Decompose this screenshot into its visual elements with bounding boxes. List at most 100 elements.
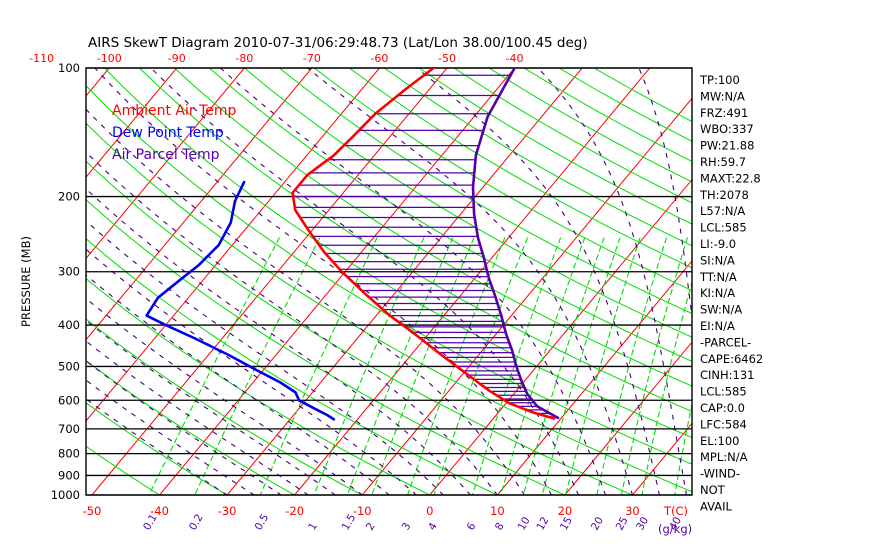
moist-adiabat-line [86,220,444,495]
stat-line-25: -WIND- [700,467,740,481]
mixing-ratio-tick-label: 10 [516,515,533,533]
isotherm-line [361,97,692,495]
mixing-ratio-line [500,237,586,495]
pressure-tick-label: 400 [58,318,80,332]
legend-item-2: Dew Point Temp [112,125,224,141]
mixing-ratio-tick-label: 30 [634,515,651,533]
dry-adiabat-line [86,84,692,465]
mixing-ratio-axis-label: (g/kg) [658,522,692,536]
mixing-ratio-tick-label: 3 [400,521,414,533]
stat-line-3: FRZ:491 [700,106,748,120]
stat-line-26: NOT [700,483,726,497]
mixing-ratio-tick-label: 1 [306,521,320,533]
isotherm-line [86,68,313,341]
top-temp-tick-label: -110 [29,52,54,65]
isotherm-line [91,68,448,495]
mixing-ratio-line [346,237,454,495]
mixing-ratio-line [541,237,621,495]
parcel-temp-curve [471,68,560,420]
dry-adiabat-line [86,402,228,495]
top-temp-tick-label: -60 [370,52,388,65]
mixing-ratio-line [371,237,475,495]
moist-adiabat-line [537,68,688,495]
stat-line-7: MAXT:22.8 [700,171,761,185]
dry-adiabat-line [138,68,692,413]
moist-adiabat-line [86,319,336,495]
mixing-ratio-line [407,237,506,495]
stat-line-23: EL:100 [700,434,740,448]
moist-adiabat-line [86,340,309,495]
mixing-ratio-tick-label: 40 [667,515,684,533]
stat-line-12: SI:N/A [700,253,735,267]
mixing-ratio-line [433,237,528,495]
pressure-tick-label: 1000 [51,488,80,502]
stat-line-19: CINH:131 [700,368,755,382]
isotherm-line [159,68,515,495]
mixing-ratio-tick-label: 15 [558,515,575,533]
dry-adiabat-line [383,68,692,247]
mixing-ratio-tick-label: 6 [465,520,479,532]
bottom-temp-tick-label: 10 [490,504,505,518]
top-temp-tick-label: -80 [235,52,253,65]
moist-adiabat-line [86,379,255,495]
moist-adiabat-line [86,248,417,495]
dry-adiabat-line [86,238,498,495]
dewpoint-curve [145,180,336,421]
top-temp-tick-label: -50 [438,52,456,65]
stat-line-8: TH:2078 [699,188,749,202]
dry-adiabat-line [173,68,692,387]
dry-adiabat-line [86,277,431,495]
mixing-ratio-line [471,237,562,495]
stat-line-6: RH:59.7 [700,155,746,169]
plot-frame [85,67,693,496]
stat-line-21: CAP:0.0 [700,401,745,415]
top-temp-tick-label: -100 [97,52,122,65]
stat-line-10: LCL:585 [700,221,747,235]
cape-hatching [293,74,556,418]
mixing-ratio-tick-label: 12 [534,515,551,533]
moist-adiabat-line [86,398,228,495]
stat-line-9: L57:N/A [700,204,745,218]
dry-adiabat-line [348,68,692,269]
mixing-ratio-line [313,237,425,495]
stat-line-15: SW:N/A [700,303,742,317]
dry-adiabat-line [86,359,296,495]
legend-item-3: Air Parcel Temp [112,147,220,163]
ambient-temp-curve [291,68,556,420]
dry-adiabat-line [243,68,692,338]
pressure-tick-label: 600 [58,393,80,407]
dry-adiabat-line [208,68,692,362]
pressure-tick-label: 900 [58,468,80,482]
pressure-tick-label: 100 [58,61,80,75]
isotherm-line [429,178,692,495]
moist-adiabat-line [416,68,661,495]
isotherm-line [294,68,651,495]
stat-line-17: -PARCEL- [700,335,751,349]
top-temp-tick-label: -40 [506,52,524,65]
grid-group [86,68,692,495]
mixing-ratio-tick-label: 8 [493,521,507,533]
mixing-ratio-tick-label: 0.2 [187,512,206,532]
bottom-temp-tick-label: -40 [150,504,169,518]
legend-item-1: Ambient Air Temp [112,103,237,119]
pressure-tick-label: 300 [58,265,80,279]
dry-adiabat-line [86,318,363,495]
pressure-tick-label: 700 [58,422,80,436]
pressure-axis-label: PRESSURE (MB) [19,236,33,327]
top-temp-tick-label: -90 [168,52,186,65]
stat-line-27: AVAIL [700,499,733,513]
moist-adiabat-line [150,68,579,495]
moist-adiabat-line [86,151,498,495]
stat-line-24: MPL:N/A [700,450,748,464]
stat-line-20: LCL:585 [700,385,747,399]
pressure-tick-label: 200 [58,190,80,204]
moist-adiabat-line [86,108,525,495]
mixing-ratio-line [620,237,688,495]
mixing-ratio-tick-label: 0.5 [253,512,272,532]
moist-adiabat-line [86,360,282,495]
temp-axis-label: T(C) [663,504,688,518]
moist-adiabat-line [94,68,552,495]
